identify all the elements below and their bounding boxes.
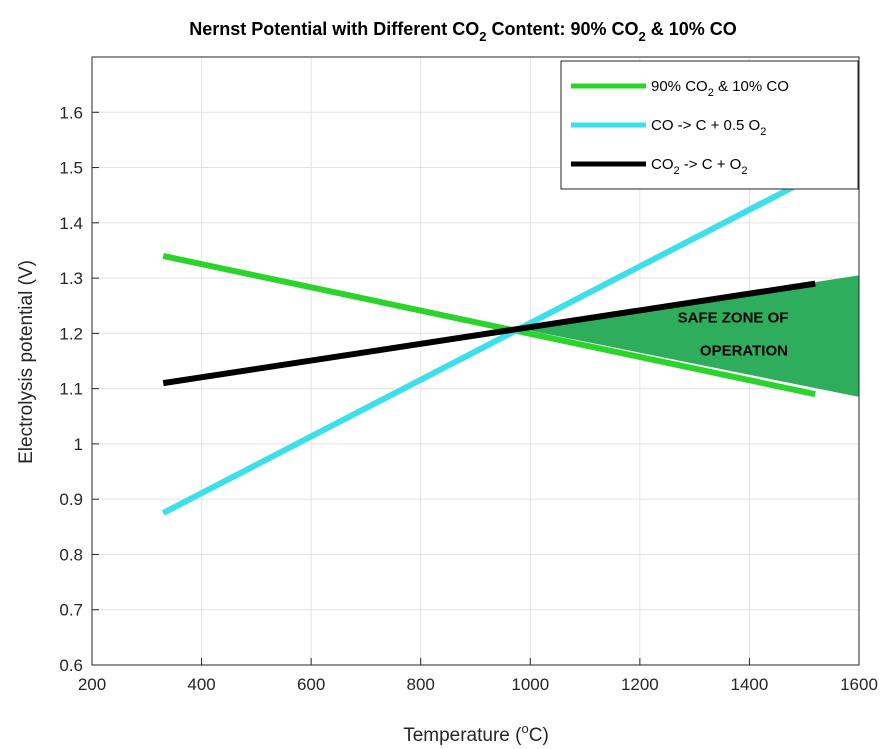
y-tick-label: 1.3 [59,269,83,288]
safe-zone-label: SAFE ZONE OF [678,309,789,326]
y-tick-label: 1.2 [59,324,83,343]
y-tick-label: 0.7 [59,601,83,620]
y-tick-label: 0.6 [59,656,83,675]
series-line-1 [162,253,816,398]
safe-zone-polygon [516,275,859,397]
y-tick-label: 0.9 [59,490,83,509]
y-tick-label: 0.8 [59,545,83,564]
x-tick-label: 400 [187,675,215,694]
y-tick-label: 1 [74,435,83,454]
safe-zone-label: OPERATION [700,342,788,359]
x-tick-label: 1600 [840,675,878,694]
y-tick-label: 1.5 [59,159,83,178]
safe-zone-area [516,275,859,397]
x-axis-label: Temperature (oC) [403,721,549,746]
axes-box [91,56,860,666]
ticks: 200 400 600 800 1000 1200 1400 1600 0.6 0.7 0.8 0.9… [59,103,878,694]
x-tick-label: 1200 [621,675,659,694]
x-tick-label: 200 [78,675,106,694]
y-tick-label: 1.6 [59,103,83,122]
series-line-2 [161,178,806,516]
x-tick-label: 600 [297,675,325,694]
y-tick-label: 1.4 [59,214,83,233]
series-lines [161,178,816,516]
legend-label: CO2 -> C + O2 [651,156,747,177]
x-tick-label: 800 [407,675,435,694]
legend-label: 90% CO2 & 10% CO [651,78,789,99]
series-line-3 [162,280,816,387]
x-tick-label: 1000 [511,675,549,694]
y-axis-label: Electrolysis potential (V) [16,260,37,464]
x-tick-label: 1400 [731,675,769,694]
legend: 90% CO2 & 10% CO CO -> C + 0.5 O2 CO2 ->… [560,60,859,190]
annotations: SAFE ZONE OF OPERATION [678,309,789,359]
chart-title: Nernst Potential with Different CO2 Cont… [189,19,737,44]
y-tick-label: 1.1 [59,380,83,399]
legend-label: CO -> C + 0.5 O2 [651,117,766,138]
